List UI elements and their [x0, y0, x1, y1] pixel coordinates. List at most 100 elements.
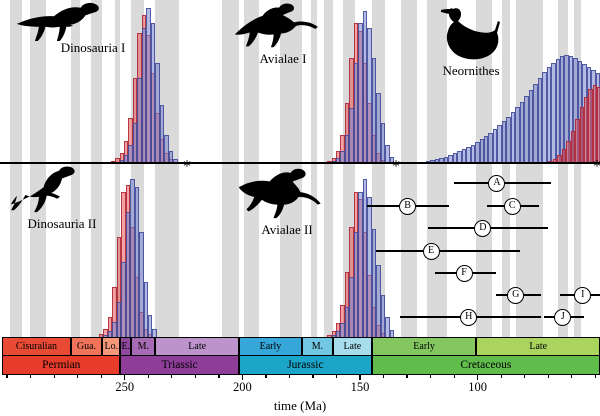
- range-letter-badge: J: [554, 308, 572, 326]
- histogram-bar: [358, 192, 363, 337]
- histogram-bar: [448, 155, 453, 163]
- histogram-bar: [143, 282, 148, 337]
- histogram-bar: [475, 142, 480, 163]
- histogram-bar: [573, 58, 578, 163]
- histogram-bar: [371, 229, 377, 337]
- label-dinosauria-1: Dinosauria I: [60, 40, 126, 55]
- dinosaur-2-silhouette-icon: [11, 166, 75, 213]
- axis-title: time (Ma): [273, 398, 327, 413]
- minor-tick: [100, 375, 102, 378]
- histogram-bar: [137, 78, 142, 163]
- range-letter-badge: I: [574, 286, 592, 304]
- histogram-bar: [380, 295, 386, 337]
- histogram-bar: [434, 159, 440, 163]
- minor-tick: [312, 375, 314, 378]
- histogram-bar: [385, 317, 390, 337]
- histogram-bar: [367, 28, 372, 163]
- histogram-bar: [389, 330, 395, 337]
- histogram-bar: [164, 135, 169, 163]
- stage-stripe: [222, 0, 240, 337]
- histogram-bar: [376, 93, 381, 163]
- stage-stripe: [30, 0, 46, 337]
- histogram-bar: [568, 56, 574, 163]
- histogram-bar: [457, 151, 462, 163]
- histogram-bar: [128, 145, 133, 163]
- stage-band: Lo.: [102, 337, 121, 356]
- asterisk-mark: *: [392, 156, 400, 175]
- stage-stripe: [243, 0, 260, 337]
- histogram-bar: [560, 56, 565, 163]
- label-neornithes: Neornithes: [442, 63, 500, 78]
- histogram-bar: [566, 141, 571, 163]
- label-avialae-1: Avialae I: [259, 51, 307, 66]
- top-histogram-panel: [0, 0, 600, 163]
- histogram-bar: [497, 125, 502, 163]
- minor-tick: [218, 375, 220, 378]
- histogram-bar: [150, 23, 156, 163]
- histogram-bar: [107, 317, 113, 337]
- histogram-bar: [121, 262, 126, 337]
- histogram-bar: [542, 72, 547, 163]
- stage-stripe: [516, 0, 544, 337]
- tick-label: 100: [468, 380, 488, 394]
- histogram-bar: [443, 157, 449, 163]
- major-tick: [359, 375, 361, 380]
- histogram-bar: [148, 315, 153, 337]
- stage-band: Late: [155, 337, 240, 356]
- minor-tick: [547, 375, 549, 378]
- histogram-bar: [103, 329, 108, 337]
- stage-stripe: [400, 0, 417, 337]
- histogram-bar: [331, 331, 336, 337]
- range-letter-badge: A: [488, 174, 506, 192]
- histogram-bar: [579, 107, 584, 163]
- histogram-bar: [119, 160, 124, 163]
- time-axis: 250 200 150 100: [0, 375, 600, 401]
- histogram-bar: [327, 335, 332, 337]
- major-tick: [241, 375, 244, 380]
- histogram-bar: [501, 121, 507, 163]
- histogram-bar: [367, 197, 372, 337]
- avialae-2-silhouette-icon: [238, 168, 321, 219]
- histogram-bar: [155, 63, 160, 163]
- asterisk-mark: *: [593, 156, 600, 175]
- histogram-bar: [124, 155, 129, 163]
- range-letter-badge: D: [474, 219, 492, 237]
- stage-stripe: [91, 0, 103, 337]
- histogram-bar: [557, 155, 562, 163]
- stage-stripe: [9, 0, 23, 337]
- histogram-bar: [336, 331, 341, 337]
- period-band: Jurassic: [239, 355, 372, 375]
- panel-divider-line: [0, 162, 600, 164]
- histogram-bar: [561, 149, 567, 163]
- minor-tick: [453, 375, 455, 378]
- histogram-bar: [484, 136, 489, 163]
- minor-tick: [524, 375, 526, 378]
- period-band: Permian: [2, 355, 121, 375]
- minor-tick: [335, 375, 338, 378]
- histogram-bar: [552, 159, 558, 163]
- histogram-bar: [564, 55, 569, 163]
- histogram-bar: [479, 139, 484, 163]
- histogram-bar: [331, 158, 336, 163]
- minor-tick: [500, 375, 502, 378]
- period-band: Triassic: [120, 355, 240, 375]
- histogram-bar: [588, 89, 593, 163]
- major-tick: [124, 375, 126, 380]
- geologic-timescale: Cisuralian Gua. Lo. E. M. Late Early M. Late Earl…: [0, 337, 600, 375]
- stage-stripe: [476, 0, 492, 337]
- tick-label: 250: [115, 380, 135, 394]
- histogram-bar: [584, 97, 589, 163]
- dinosaur-silhouette-icon: [16, 2, 99, 42]
- histogram-bar: [439, 158, 444, 163]
- histogram-bar: [141, 28, 147, 163]
- minor-tick: [171, 375, 173, 378]
- minor-tick: [382, 375, 385, 378]
- histogram-bar: [461, 149, 467, 163]
- histogram-bar: [331, 335, 336, 337]
- range-line: [376, 250, 520, 252]
- range-letter-badge: F: [455, 264, 473, 282]
- histogram-bar: [168, 151, 174, 163]
- histogram-bar: [510, 112, 516, 163]
- label-avialae-2: Avialae II: [261, 222, 313, 237]
